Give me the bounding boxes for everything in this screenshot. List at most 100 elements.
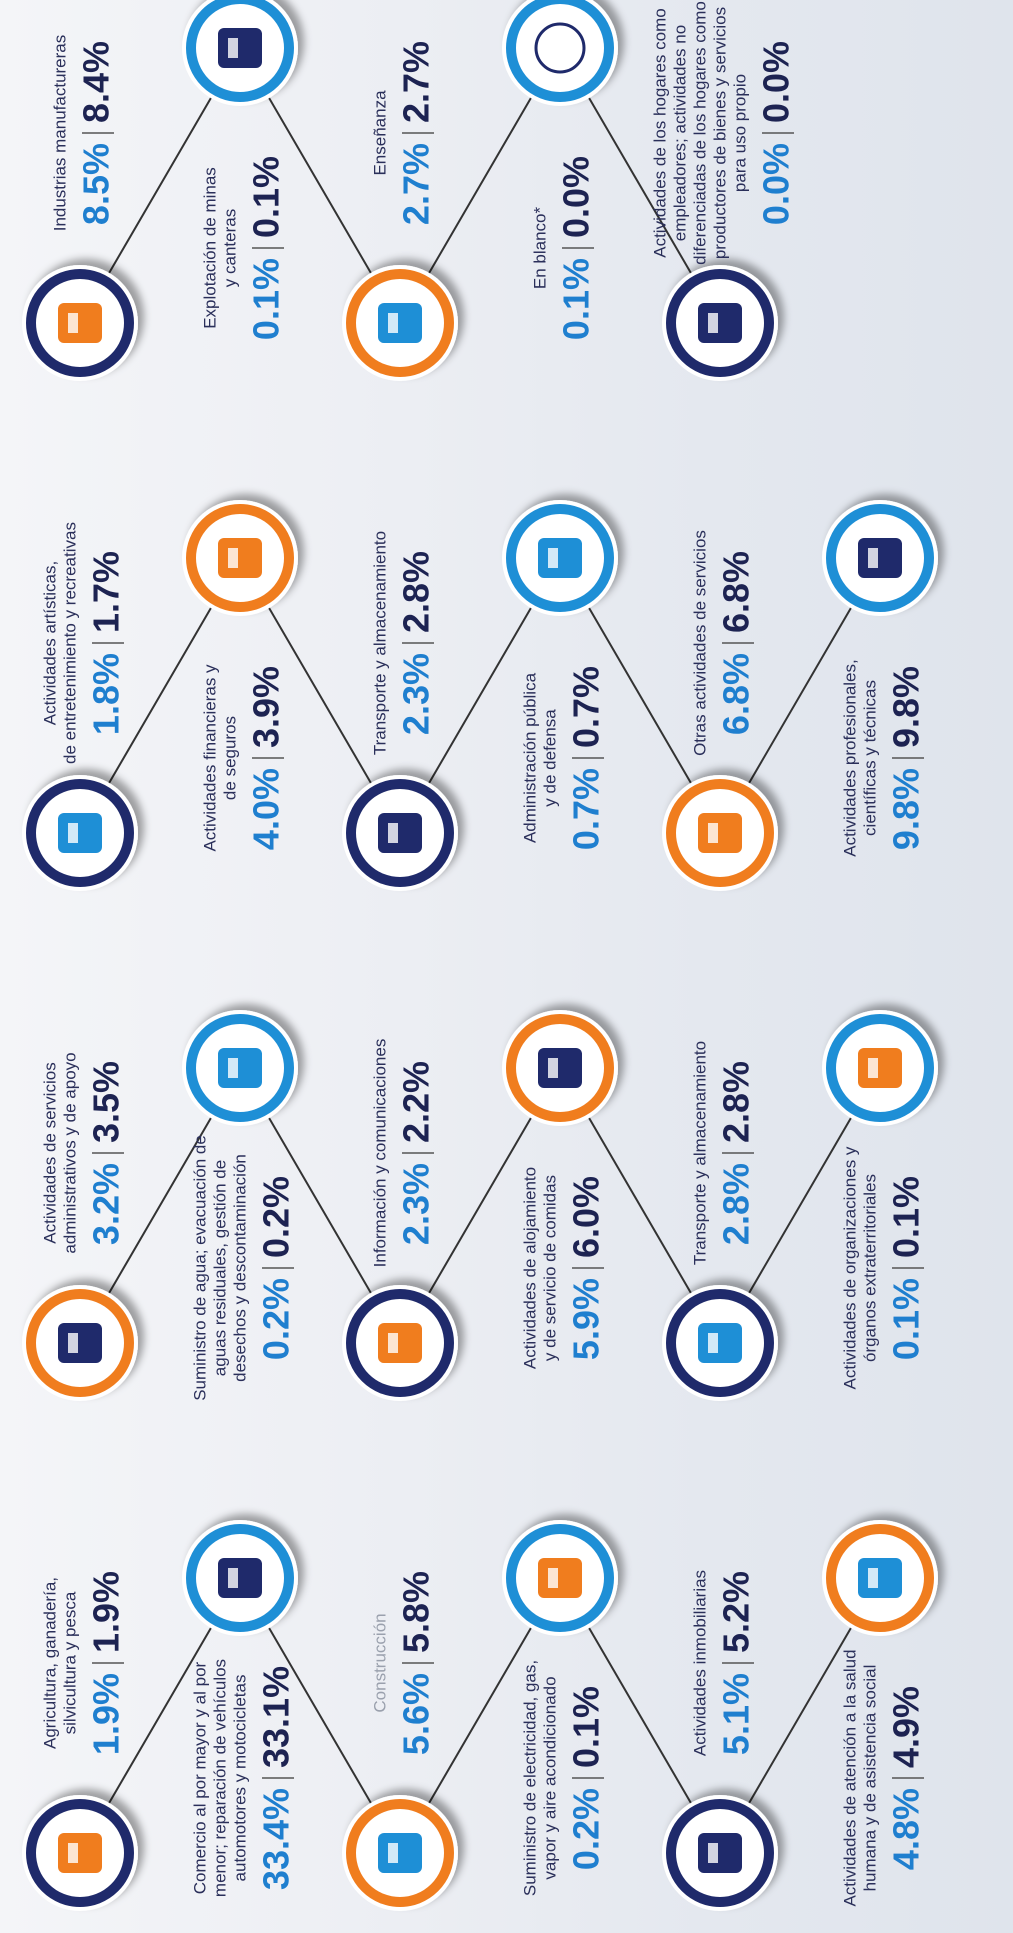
icon-glyph-detail: [68, 313, 78, 333]
share-a: 0.1%: [556, 258, 597, 340]
icon-glyph-detail: [68, 1843, 78, 1863]
share-a: 6.8%: [716, 653, 757, 735]
share-b: 0.2%: [256, 1176, 297, 1258]
circle-ring: [346, 1289, 454, 1397]
icon-circle: [502, 1010, 618, 1126]
share-b: 0.0%: [556, 156, 597, 238]
icon-circle: [22, 1285, 138, 1401]
icons: [22, 0, 938, 1911]
icon-glyph: [538, 538, 582, 578]
icon-glyph: [218, 538, 262, 578]
share-a: 5.9%: [566, 1278, 607, 1360]
circle-ring: [666, 779, 774, 887]
share-a: 2.7%: [396, 143, 437, 225]
circle-ring: [26, 1799, 134, 1907]
icon-glyph-detail: [708, 313, 718, 333]
icon-circle: [502, 500, 618, 616]
sector-label: Actividades de alojamiento: [520, 1167, 539, 1369]
sector-label: menor; reparación de vehículos: [210, 1659, 229, 1897]
circle-ring: [186, 1014, 294, 1122]
icon-glyph-detail: [708, 1333, 718, 1353]
circle-ring: [666, 1289, 774, 1397]
icon-glyph-detail: [228, 1568, 238, 1588]
icon-glyph: [58, 1833, 102, 1873]
sector-label: productores de bienes y servicios: [710, 7, 729, 259]
sector-label: de seguros: [220, 716, 239, 800]
sector-label: Construcción: [370, 1613, 389, 1712]
share-b: 0.1%: [566, 1686, 607, 1768]
icon-circle: [342, 1285, 458, 1401]
sector-label: administrativos y de apoyo: [60, 1052, 79, 1253]
circle-ring: [506, 0, 614, 102]
sector-label: y canteras: [220, 209, 239, 287]
icon-glyph-detail: [228, 548, 238, 568]
share-b: 2.7%: [396, 41, 437, 123]
icon-glyph: [698, 1323, 742, 1363]
share-b: 4.9%: [886, 1686, 927, 1768]
circle-ring: [506, 1014, 614, 1122]
sector-label: Enseñanza: [370, 90, 389, 176]
icon-circle: [342, 265, 458, 381]
circle-ring: [666, 269, 774, 377]
sector-label: Suministro de electricidad, gas,: [520, 1660, 539, 1896]
share-b: 1.7%: [86, 551, 127, 633]
icon-circle: [502, 1520, 618, 1636]
icon-glyph: [698, 303, 742, 343]
share-b: 5.8%: [396, 1571, 437, 1653]
share-a: 2.3%: [396, 653, 437, 735]
sector-label: En blanco*: [530, 207, 549, 290]
sector-label: diferenciadas de los hogares como: [690, 1, 709, 265]
icon-circle: [662, 265, 778, 381]
share-a: 0.0%: [756, 143, 797, 225]
sector-label: Actividades inmobiliarias: [690, 1570, 709, 1756]
sector-label: Otras actividades de servicios: [690, 530, 709, 756]
sector-label: empleadores; actividades no: [670, 25, 689, 241]
icon-glyph: [58, 813, 102, 853]
share-a: 0.2%: [566, 1788, 607, 1870]
share-b: 6.0%: [566, 1176, 607, 1258]
share-b: 0.7%: [566, 666, 607, 748]
icon-glyph: [378, 1833, 422, 1873]
share-a: 4.8%: [886, 1788, 927, 1870]
share-b: 33.1%: [256, 1666, 297, 1768]
sector-label: Actividades de organizaciones y: [840, 1146, 859, 1389]
icon-glyph: [858, 1048, 902, 1088]
icon-glyph-detail: [388, 823, 398, 843]
icon-circle: [22, 1795, 138, 1911]
icon-glyph-detail: [388, 1333, 398, 1353]
share-a: 2.3%: [396, 1163, 437, 1245]
icon-glyph-detail: [548, 1568, 558, 1588]
share-b: 2.2%: [396, 1061, 437, 1143]
share-b: 5.2%: [716, 1571, 757, 1653]
sector-label: Actividades profesionales,: [840, 659, 859, 857]
icon-circle: [822, 500, 938, 616]
icon-glyph-detail: [868, 548, 878, 568]
icon-glyph-detail: [228, 38, 238, 58]
icon-circle: [182, 1010, 298, 1126]
sector-label: Transporte y almacenamiento: [370, 531, 389, 755]
icon-glyph-detail: [388, 1843, 398, 1863]
icon-glyph-detail: [548, 1058, 558, 1078]
share-a: 8.5%: [76, 143, 117, 225]
labels: Agricultura, ganadería, silvicultura y pe…: [40, 1, 926, 1906]
sector-label: vapor y aire acondicionado: [540, 1676, 559, 1879]
sector-label: Administración pública: [520, 672, 539, 843]
circle-ring: [346, 1799, 454, 1907]
icon-glyph: [378, 813, 422, 853]
icon-circle: [822, 1520, 938, 1636]
icon-glyph: [698, 1833, 742, 1873]
sector-label: Transporte y almacenamiento: [690, 1041, 709, 1265]
share-b: 9.8%: [886, 666, 927, 748]
icon-circle: [822, 1010, 938, 1126]
icon-glyph-detail: [868, 1058, 878, 1078]
circle-ring: [186, 0, 294, 102]
icon-glyph-detail: [868, 1568, 878, 1588]
sector-label: Actividades de servicios: [40, 1062, 59, 1243]
share-a: 1.9%: [86, 1673, 127, 1755]
icon-circle: [662, 1285, 778, 1401]
share-b: 3.5%: [86, 1061, 127, 1143]
share-b: 6.8%: [716, 551, 757, 633]
sector-label: Actividades de los hogares como: [650, 8, 669, 257]
share-a: 1.8%: [86, 653, 127, 735]
